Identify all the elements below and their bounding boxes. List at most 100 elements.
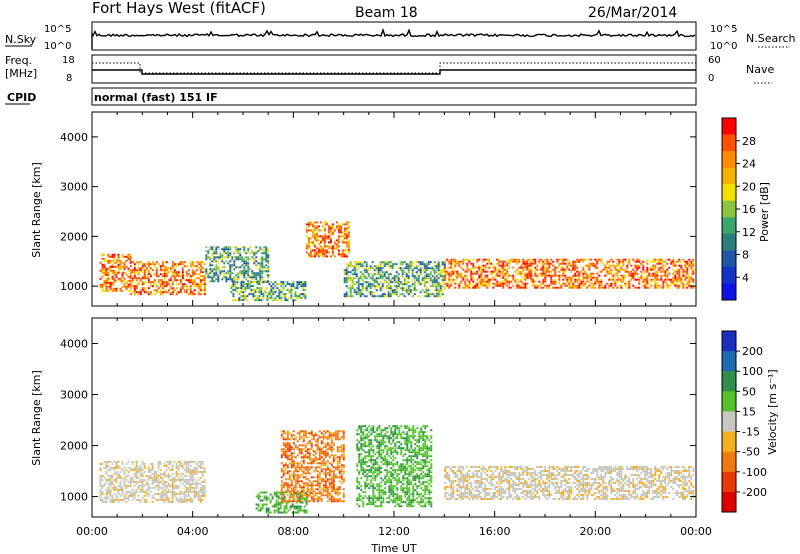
data-cell	[233, 260, 236, 263]
data-cell	[310, 490, 313, 493]
data-cell	[648, 274, 651, 277]
data-cell	[149, 267, 152, 270]
data-cell	[189, 468, 192, 471]
data-cell	[572, 260, 575, 263]
data-cell	[349, 261, 352, 264]
data-cell	[300, 464, 303, 467]
data-cell	[107, 464, 110, 467]
data-cell	[315, 237, 318, 240]
data-cell	[256, 287, 259, 290]
freq-panel: Freq. [MHz] 18 8 60 0 Nave	[5, 54, 774, 84]
data-cell	[538, 272, 541, 275]
data-cell	[544, 274, 547, 277]
data-cell	[266, 293, 269, 296]
data-cell	[590, 276, 593, 279]
data-cell	[133, 490, 136, 493]
data-cell	[394, 429, 397, 432]
data-cell	[127, 470, 130, 473]
data-cell	[642, 278, 645, 281]
data-cell	[304, 281, 307, 284]
data-cell	[292, 442, 295, 445]
data-cell	[229, 264, 232, 267]
data-cell	[153, 496, 156, 499]
data-cell	[103, 271, 106, 274]
data-cell	[101, 269, 104, 272]
data-cell	[285, 503, 288, 506]
data-cell	[265, 507, 268, 510]
data-cell	[115, 279, 118, 282]
data-cell	[301, 491, 304, 494]
data-cell	[244, 289, 247, 292]
data-cell	[298, 480, 301, 483]
data-cell	[338, 470, 341, 473]
data-cell	[328, 470, 331, 473]
data-cell	[486, 262, 489, 265]
data-cell	[330, 488, 333, 491]
data-cell	[207, 274, 210, 277]
data-cell	[250, 289, 253, 292]
data-cell	[500, 266, 503, 269]
data-cell	[343, 241, 346, 244]
data-cell	[690, 266, 693, 269]
data-cell	[290, 496, 293, 499]
data-cell	[367, 283, 370, 286]
data-cell	[251, 270, 254, 273]
data-cell	[328, 494, 331, 497]
data-cell	[191, 283, 194, 286]
data-cell	[321, 249, 324, 252]
data-cell	[582, 274, 585, 277]
data-cell	[203, 285, 206, 288]
data-cell	[360, 477, 363, 480]
data-cell	[435, 267, 438, 270]
data-cell	[341, 249, 344, 252]
data-cell	[163, 285, 166, 288]
data-cell	[334, 492, 337, 495]
data-cell	[337, 237, 340, 240]
data-cell	[292, 476, 295, 479]
data-cell	[370, 447, 373, 450]
data-cell	[396, 483, 399, 486]
data-cell	[355, 273, 358, 276]
data-cell	[333, 241, 336, 244]
data-cell	[472, 284, 475, 287]
data-cell	[323, 237, 326, 240]
data-cell	[502, 266, 505, 269]
data-cell	[524, 286, 527, 289]
data-cell	[326, 500, 329, 503]
data-cell	[626, 266, 629, 269]
data-cell	[388, 487, 391, 490]
data-cell	[167, 472, 170, 475]
data-cell	[191, 472, 194, 475]
data-cell	[327, 247, 330, 250]
data-cell	[398, 503, 401, 506]
data-cell	[383, 271, 386, 274]
data-cell	[372, 503, 375, 506]
data-cell	[330, 490, 333, 493]
data-cell	[201, 267, 204, 270]
data-cell	[247, 248, 250, 251]
data-cell	[321, 239, 324, 242]
data-cell	[185, 486, 188, 489]
data-cell	[343, 273, 346, 276]
data-cell	[658, 278, 661, 281]
data-cell	[169, 293, 172, 296]
data-cell	[101, 275, 104, 278]
data-cell	[163, 464, 166, 467]
data-cell	[404, 459, 407, 462]
data-cell	[276, 295, 279, 298]
data-cell	[382, 491, 385, 494]
data-cell	[143, 490, 146, 493]
data-cell	[408, 489, 411, 492]
data-cell	[410, 443, 413, 446]
nave-trace	[92, 62, 696, 74]
data-cell	[143, 275, 146, 278]
data-cell	[466, 286, 469, 289]
data-cell	[306, 452, 309, 455]
data-cell	[343, 277, 346, 280]
data-cell	[318, 466, 321, 469]
data-cell	[203, 281, 206, 284]
data-cell	[221, 270, 224, 273]
data-cell	[332, 476, 335, 479]
data-cell	[165, 460, 168, 463]
